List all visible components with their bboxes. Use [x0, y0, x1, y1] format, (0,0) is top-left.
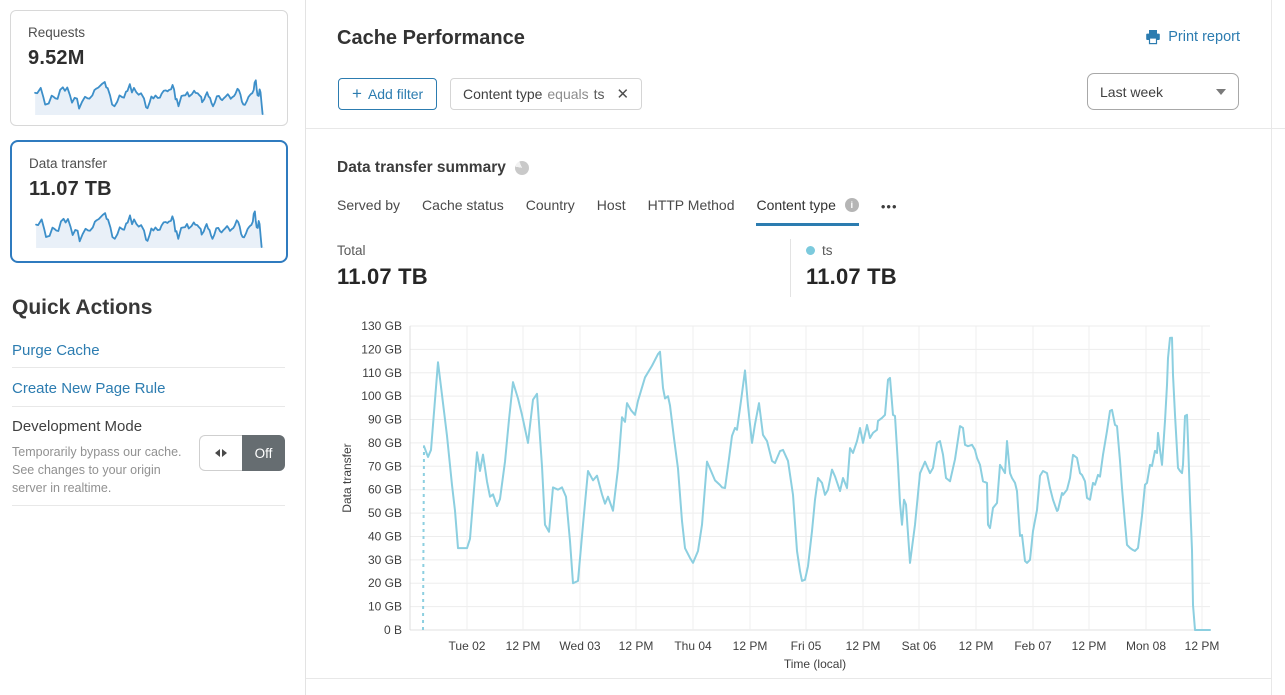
- development-mode-description: Temporarily bypass our cache. See change…: [12, 445, 182, 495]
- svg-text:30 GB: 30 GB: [368, 553, 402, 567]
- svg-text:Wed 03: Wed 03: [559, 639, 600, 653]
- toggle-off-state: Off: [242, 435, 285, 471]
- svg-text:Sat 06: Sat 06: [902, 639, 937, 653]
- more-tabs-button[interactable]: •••: [880, 199, 898, 214]
- svg-text:12 PM: 12 PM: [506, 639, 541, 653]
- ts-legend-dot-icon: [806, 246, 815, 255]
- svg-text:90 GB: 90 GB: [368, 413, 402, 427]
- add-filter-button[interactable]: + Add filter: [338, 78, 438, 110]
- divider: [306, 678, 1271, 679]
- svg-text:60 GB: 60 GB: [368, 483, 402, 497]
- pie-chart-icon: [514, 161, 529, 175]
- divider: [12, 367, 285, 368]
- printer-icon: [1146, 30, 1161, 45]
- filter-value: ts: [593, 86, 605, 102]
- svg-text:12 PM: 12 PM: [733, 639, 768, 653]
- svg-text:110 GB: 110 GB: [362, 366, 402, 380]
- filter-operator: equals: [547, 86, 589, 102]
- chevron-down-icon: [1216, 88, 1226, 95]
- svg-text:Tue 02: Tue 02: [449, 639, 486, 653]
- filter-field: Content type: [463, 86, 543, 102]
- tab-http-method[interactable]: HTTP Method: [647, 197, 735, 213]
- data-transfer-card-label: Data transfer: [29, 156, 108, 171]
- data-transfer-line-chart[interactable]: 0 B 10 GB 20 GB 30 GB 40 GB 50 GB 60 GB 70 GB 80…: [335, 318, 1235, 683]
- requests-card-label: Requests: [28, 25, 86, 40]
- purge-cache-link[interactable]: Purge Cache: [12, 342, 100, 359]
- info-icon[interactable]: i: [844, 198, 859, 212]
- tab-cache-status[interactable]: Cache status: [422, 197, 504, 213]
- svg-text:20 GB: 20 GB: [368, 576, 402, 590]
- sidebar-divider: [305, 0, 306, 695]
- print-report-label: Print report: [1168, 29, 1240, 45]
- requests-sparkline-chart: [34, 79, 267, 115]
- ts-legend-label: ts: [822, 243, 833, 258]
- svg-text:40 GB: 40 GB: [368, 529, 402, 543]
- svg-text:130 GB: 130 GB: [361, 319, 402, 333]
- svg-text:12 PM: 12 PM: [959, 639, 994, 653]
- time-range-value: Last week: [1100, 83, 1164, 100]
- svg-text:Time (local): Time (local): [784, 657, 846, 671]
- tab-content-type[interactable]: Content type i: [756, 197, 859, 226]
- divider: [790, 239, 791, 297]
- svg-text:50 GB: 50 GB: [368, 506, 402, 520]
- page-title: Cache Performance: [337, 27, 525, 49]
- development-mode-label: Development Mode: [12, 418, 143, 435]
- create-page-rule-link[interactable]: Create New Page Rule: [12, 380, 166, 397]
- svg-text:Fri 05: Fri 05: [791, 639, 822, 653]
- summary-title: Data transfer summary: [337, 159, 506, 176]
- total-value: 11.07 TB: [337, 264, 428, 289]
- svg-text:70 GB: 70 GB: [368, 459, 402, 473]
- plus-icon: +: [352, 84, 362, 103]
- development-mode-toggle[interactable]: Off: [199, 435, 285, 471]
- add-filter-label: Add filter: [367, 86, 424, 102]
- tab-country[interactable]: Country: [525, 197, 575, 213]
- svg-text:12 PM: 12 PM: [846, 639, 881, 653]
- panel-border: [1271, 0, 1272, 695]
- divider: [12, 505, 285, 506]
- filter-chip-content-type[interactable]: Content type equals ts ✕: [450, 78, 643, 110]
- svg-text:0 B: 0 B: [384, 623, 402, 637]
- svg-text:10 GB: 10 GB: [368, 600, 402, 614]
- svg-text:12 PM: 12 PM: [1072, 639, 1107, 653]
- quick-actions-heading: Quick Actions: [12, 296, 153, 319]
- remove-filter-icon[interactable]: ✕: [616, 86, 630, 103]
- tab-served-by[interactable]: Served by: [337, 197, 401, 213]
- print-report-link[interactable]: Print report: [1145, 29, 1240, 45]
- ts-value: 11.07 TB: [806, 264, 897, 289]
- divider: [306, 128, 1285, 129]
- svg-text:Thu 04: Thu 04: [674, 639, 712, 653]
- total-label: Total: [337, 243, 366, 258]
- svg-text:Data transfer: Data transfer: [340, 443, 354, 512]
- svg-text:Feb 07: Feb 07: [1014, 639, 1052, 653]
- svg-text:12 PM: 12 PM: [1185, 639, 1220, 653]
- svg-text:80 GB: 80 GB: [368, 436, 402, 450]
- requests-card[interactable]: Requests 9.52M: [10, 10, 288, 126]
- tab-host[interactable]: Host: [596, 197, 626, 213]
- time-range-select[interactable]: Last week: [1087, 73, 1239, 110]
- toggle-arrows-icon: [199, 435, 242, 471]
- svg-text:Mon 08: Mon 08: [1126, 639, 1166, 653]
- requests-card-value: 9.52M: [28, 47, 85, 69]
- data-transfer-card[interactable]: Data transfer 11.07 TB: [10, 140, 288, 263]
- data-transfer-card-value: 11.07 TB: [29, 178, 112, 200]
- data-transfer-sparkline-chart: [35, 210, 266, 248]
- dimension-tabs: Served by Cache status Country Host HTTP Met…: [337, 197, 898, 226]
- svg-text:12 PM: 12 PM: [619, 639, 654, 653]
- divider: [12, 406, 285, 407]
- svg-text:100 GB: 100 GB: [361, 389, 402, 403]
- svg-text:120 GB: 120 GB: [361, 342, 402, 356]
